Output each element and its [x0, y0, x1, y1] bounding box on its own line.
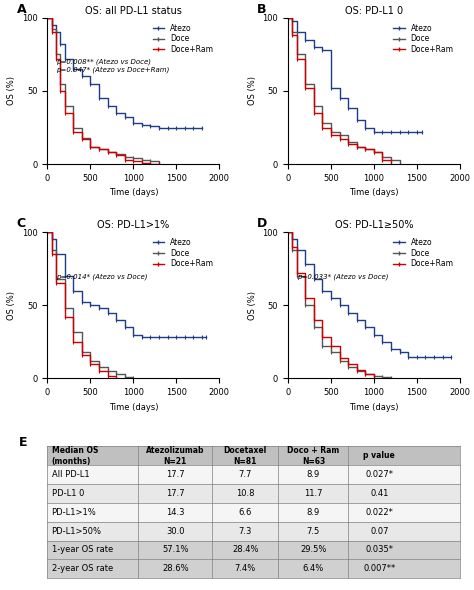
Text: Median OS
(months): Median OS (months)	[52, 446, 98, 466]
Text: p=0.008** (Atezo vs Doce)
p=0.047* (Atezo vs Doce+Ram): p=0.008** (Atezo vs Doce) p=0.047* (Atez…	[56, 58, 169, 73]
Text: p value: p value	[364, 451, 395, 460]
Text: D: D	[257, 218, 267, 231]
Text: 7.5: 7.5	[307, 527, 320, 536]
Text: A: A	[17, 3, 26, 16]
Text: 7.7: 7.7	[238, 470, 252, 479]
Text: Docetaxel
N=81: Docetaxel N=81	[224, 446, 267, 466]
Text: 0.027*: 0.027*	[365, 470, 393, 479]
Legend: Atezo, Doce, Doce+Ram: Atezo, Doce, Doce+Ram	[150, 21, 215, 56]
Title: OS: PD-L1 0: OS: PD-L1 0	[345, 5, 403, 15]
Polygon shape	[47, 540, 460, 559]
Text: 6.4%: 6.4%	[303, 564, 324, 573]
Text: p=0.014* (Atezo vs Doce): p=0.014* (Atezo vs Doce)	[56, 273, 147, 280]
Text: 28.4%: 28.4%	[232, 546, 259, 555]
X-axis label: Time (days): Time (days)	[349, 403, 399, 412]
Legend: Atezo, Doce, Doce+Ram: Atezo, Doce, Doce+Ram	[391, 21, 456, 56]
Text: 0.07: 0.07	[370, 527, 389, 536]
Text: 28.6%: 28.6%	[162, 564, 189, 573]
Text: 6.6: 6.6	[238, 508, 252, 517]
Text: 29.5%: 29.5%	[300, 546, 327, 555]
Text: 0.007**: 0.007**	[363, 564, 395, 573]
Text: 7.3: 7.3	[238, 527, 252, 536]
Text: 1-year OS rate: 1-year OS rate	[52, 546, 113, 555]
Y-axis label: OS (%): OS (%)	[8, 291, 17, 320]
Y-axis label: OS (%): OS (%)	[8, 77, 17, 106]
Text: 2-year OS rate: 2-year OS rate	[52, 564, 113, 573]
Text: All PD-L1: All PD-L1	[52, 470, 89, 479]
Polygon shape	[47, 466, 460, 484]
Text: B: B	[257, 3, 266, 16]
Text: PD-L1>50%: PD-L1>50%	[52, 527, 101, 536]
X-axis label: Time (days): Time (days)	[349, 188, 399, 198]
Polygon shape	[47, 503, 460, 522]
Text: Atezolizumab
N=21: Atezolizumab N=21	[146, 446, 204, 466]
Text: C: C	[17, 218, 26, 231]
Text: 17.7: 17.7	[166, 470, 184, 479]
Text: E: E	[18, 436, 27, 449]
Text: 7.4%: 7.4%	[235, 564, 256, 573]
Title: OS: all PD-L1 status: OS: all PD-L1 status	[85, 5, 182, 15]
Text: 8.9: 8.9	[307, 470, 320, 479]
Legend: Atezo, Doce, Doce+Ram: Atezo, Doce, Doce+Ram	[150, 236, 215, 271]
Text: 17.7: 17.7	[166, 489, 184, 498]
Polygon shape	[47, 522, 460, 540]
X-axis label: Time (days): Time (days)	[109, 188, 158, 198]
Polygon shape	[47, 447, 460, 466]
Text: p=0.033* (Atezo vs Doce): p=0.033* (Atezo vs Doce)	[297, 273, 388, 280]
Text: 8.9: 8.9	[307, 508, 320, 517]
Polygon shape	[47, 484, 460, 503]
Y-axis label: OS (%): OS (%)	[248, 291, 257, 320]
Text: 30.0: 30.0	[166, 527, 184, 536]
Text: PD-L1>1%: PD-L1>1%	[52, 508, 96, 517]
Text: 11.7: 11.7	[304, 489, 323, 498]
Polygon shape	[47, 559, 460, 578]
Text: 0.41: 0.41	[370, 489, 389, 498]
Text: 57.1%: 57.1%	[162, 546, 189, 555]
Text: 0.035*: 0.035*	[365, 546, 393, 555]
Title: OS: PD-L1≥50%: OS: PD-L1≥50%	[335, 220, 413, 230]
Y-axis label: OS (%): OS (%)	[248, 77, 257, 106]
Title: OS: PD-L1>1%: OS: PD-L1>1%	[97, 220, 169, 230]
Text: PD-L1 0: PD-L1 0	[52, 489, 84, 498]
Text: 0.022*: 0.022*	[365, 508, 393, 517]
Legend: Atezo, Doce, Doce+Ram: Atezo, Doce, Doce+Ram	[391, 236, 456, 271]
Text: 14.3: 14.3	[166, 508, 184, 517]
X-axis label: Time (days): Time (days)	[109, 403, 158, 412]
Text: 10.8: 10.8	[236, 489, 255, 498]
Text: Doco + Ram
N=63: Doco + Ram N=63	[287, 446, 339, 466]
